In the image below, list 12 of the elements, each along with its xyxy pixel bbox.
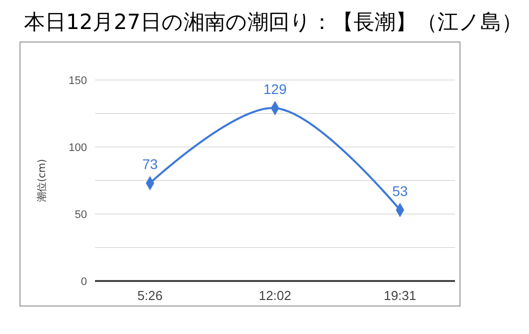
y-tick-label: 50 bbox=[74, 208, 87, 221]
y-tick-label: 0 bbox=[80, 276, 87, 288]
x-tick-label: 19:31 bbox=[384, 288, 416, 303]
x-tick-label: 5:26 bbox=[137, 288, 163, 303]
data-label: 53 bbox=[392, 182, 408, 199]
data-label: 129 bbox=[263, 81, 287, 98]
chart-title: 本日12月27日の湘南の潮回り：【長潮】（江ノ島） bbox=[24, 10, 522, 34]
y-axis-title: 潮位(cm) bbox=[36, 158, 48, 202]
y-tick-label: 150 bbox=[68, 74, 87, 87]
data-label: 73 bbox=[142, 156, 158, 172]
y-tick-label: 100 bbox=[68, 142, 87, 154]
x-tick-label: 12:02 bbox=[258, 288, 292, 303]
